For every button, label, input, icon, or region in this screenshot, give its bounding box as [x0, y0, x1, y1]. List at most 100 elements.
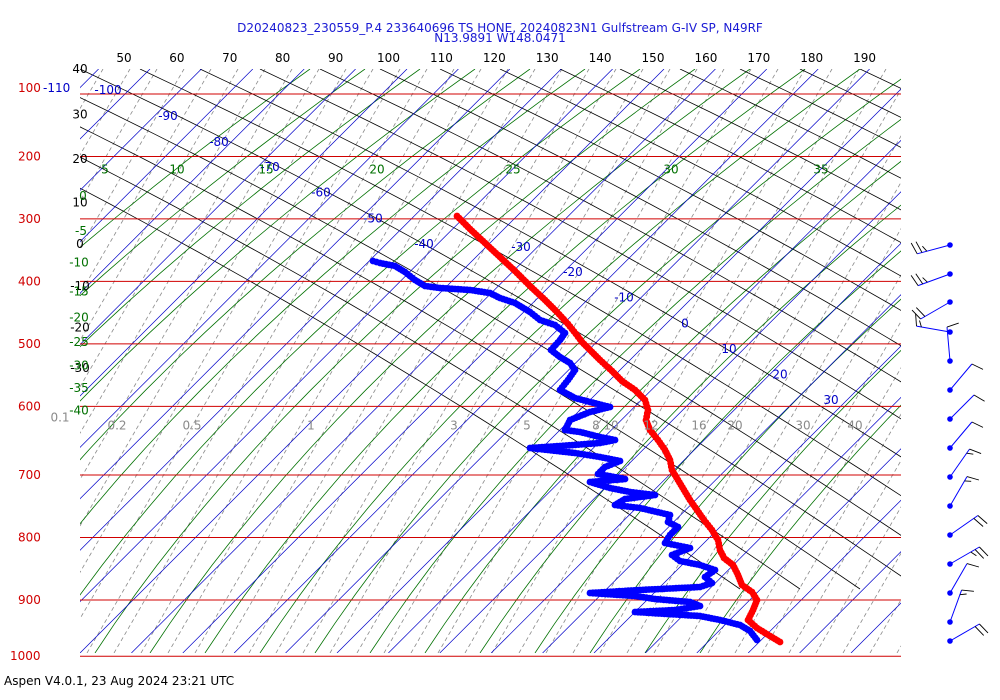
wind-barb-feather	[966, 452, 974, 455]
wind-barb	[947, 448, 982, 480]
wind-barb-shaft	[949, 546, 980, 565]
isotherm-label: 10	[721, 342, 736, 356]
wind-barb-station	[947, 445, 953, 451]
moist-adiabat-label: 30	[663, 163, 678, 177]
moist-adiabat-label: 15	[258, 163, 273, 177]
mixing-ratio-line	[842, 552, 901, 653]
wind-barb-shaft	[949, 515, 979, 536]
isotherm-line	[439, 191, 901, 653]
isotherm-label: -50	[363, 211, 383, 225]
wind-barb-feather	[922, 245, 928, 252]
mixing-ratio-line	[80, 69, 374, 574]
wind-barb-station	[947, 387, 953, 393]
wind-barb-feather	[971, 421, 984, 428]
mixing-ratio-line	[410, 69, 752, 653]
wind-barb	[947, 394, 985, 422]
dry-adiabat-line	[259, 69, 901, 420]
left-axis-label: 20	[72, 152, 87, 166]
mixing-ratio-line	[707, 320, 901, 653]
mixing-ratio-label: 1	[307, 419, 315, 433]
dry-adiabat-line	[379, 69, 901, 347]
moist-adiabat-label: -25	[69, 335, 89, 349]
footer-text: Aspen V4.0.1, 23 Aug 2024 23:21 UTC	[4, 674, 235, 688]
isotherm-line	[696, 448, 901, 653]
isotherm-line	[80, 69, 613, 603]
left-axis-label: 30	[72, 108, 87, 122]
left-axis-label: -30	[70, 361, 90, 375]
isotherm-line	[80, 69, 459, 448]
dry-adiabat-line	[80, 126, 861, 590]
mixing-ratio-line	[761, 413, 901, 653]
wind-barb-feather	[919, 320, 922, 328]
temperature-point	[776, 638, 784, 646]
wind-barb-station	[947, 590, 953, 596]
moist-adiabat-line	[424, 160, 901, 653]
wind-barb-station	[947, 416, 953, 422]
pressure-label: -110	[43, 81, 70, 95]
mixing-ratio-label: 30	[795, 419, 810, 433]
moist-adiabat-label: -10	[69, 256, 89, 270]
wind-barb-shaft	[949, 563, 968, 594]
dry-adiabat-line	[80, 187, 741, 590]
moist-adiabat-line	[80, 69, 531, 461]
wind-barb-feather	[973, 518, 984, 527]
mixing-ratio-line	[80, 69, 293, 434]
mixing-ratio-line	[80, 69, 212, 295]
isotherm-line	[131, 69, 716, 653]
moist-adiabat-line	[80, 69, 311, 249]
wind-barb-feather	[911, 309, 921, 320]
isotherm-line	[80, 69, 562, 551]
wind-barb-shaft	[949, 363, 973, 391]
mixing-ratio-line	[626, 181, 901, 653]
wind-barb-shaft	[949, 623, 980, 642]
moist-adiabat-line	[80, 69, 421, 348]
top-axis-label: 130	[536, 51, 559, 65]
left-axis-label: -10	[70, 279, 90, 293]
dry-adiabat-line	[439, 69, 901, 311]
wind-barb	[946, 322, 959, 364]
pressure-label: 900	[18, 593, 41, 607]
mixing-ratio-line	[167, 69, 509, 653]
wind-barb-shaft	[917, 273, 951, 287]
pressure-label: 800	[18, 531, 41, 545]
wind-barb	[915, 313, 953, 335]
dry-adiabat-line	[80, 156, 801, 590]
wind-barb-feather	[979, 623, 989, 634]
isotherm-line	[80, 69, 254, 243]
top-axis-label: 50	[116, 51, 131, 65]
mixing-ratio-line	[464, 69, 806, 653]
moist-adiabat-label: 20	[369, 163, 384, 177]
top-axis-label: 90	[328, 51, 343, 65]
moist-adiabat-line	[94, 69, 696, 653]
isotherm-label: -80	[209, 135, 229, 149]
pressure-label: 500	[18, 337, 41, 351]
isotherm-label: -60	[311, 186, 331, 200]
moist-adiabat-line	[699, 404, 901, 653]
wind-barb-shaft	[949, 421, 973, 449]
moist-adiabat-label: 10	[169, 163, 184, 177]
wind-barb-feather	[961, 589, 974, 592]
isotherm-label: 20	[772, 367, 787, 381]
isotherm-label: -70	[260, 160, 280, 174]
mixing-ratio-line	[518, 69, 860, 653]
isotherm-line	[80, 69, 305, 294]
wind-barb-feather	[959, 593, 967, 596]
isotherm-line	[490, 242, 901, 653]
mixing-ratio-line	[248, 69, 590, 653]
isotherm-label: -90	[158, 109, 178, 123]
left-axis-label: 40	[72, 62, 87, 76]
dewpoint-point	[753, 636, 761, 644]
wind-barb-station	[947, 271, 953, 277]
mixing-ratio-line	[194, 69, 536, 653]
moist-adiabat-label: 25	[505, 163, 520, 177]
mixing-ratio-line	[572, 88, 901, 653]
dry-adiabat-line	[319, 69, 901, 383]
top-axis-label: 120	[483, 51, 506, 65]
top-axis-label: 110	[430, 51, 453, 65]
mixing-ratio-line	[599, 135, 901, 653]
wind-barb-shaft	[949, 589, 963, 623]
left-axis-label: -20	[70, 321, 90, 335]
wind-barb-feather	[973, 394, 985, 402]
isotherm-line	[80, 69, 408, 397]
wind-barb-feather	[977, 515, 988, 524]
